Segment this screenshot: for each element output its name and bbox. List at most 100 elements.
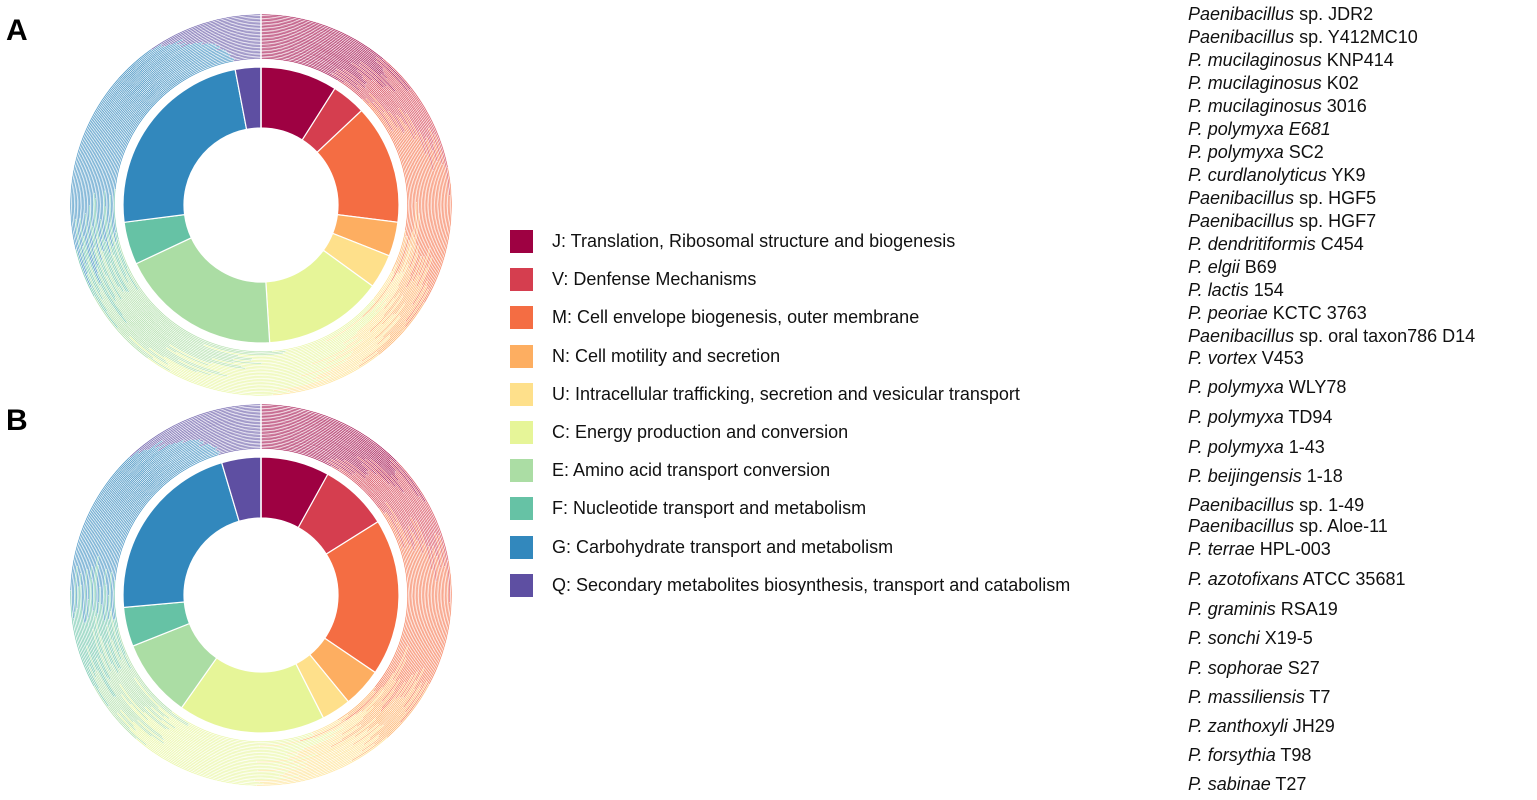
species-genus: P. elgii — [1188, 257, 1240, 277]
species-strain: T98 — [1275, 745, 1312, 765]
species-genus: Paenibacillus — [1188, 516, 1295, 536]
species-strain: sp. HGF5 — [1294, 188, 1377, 208]
species-item: Paenibacillus sp. Aloe-11 — [1188, 515, 1388, 537]
species-item: P. mucilaginosus K02 — [1188, 72, 1359, 94]
donut-chart-b — [70, 403, 452, 786]
species-strain: HPL-003 — [1254, 539, 1331, 559]
species-genus: P. mucilaginosus — [1188, 96, 1322, 116]
species-strain: sp. Y412MC10 — [1294, 27, 1418, 47]
species-genus: P. curdlanolyticus — [1188, 165, 1327, 185]
species-strain: RSA19 — [1275, 599, 1338, 619]
species-item: Paenibacillus sp. HGF5 — [1188, 187, 1376, 209]
species-strain: S27 — [1282, 658, 1320, 678]
species-item: P. mucilaginosus 3016 — [1188, 95, 1367, 117]
species-strain: sp. HGF7 — [1294, 211, 1377, 231]
species-item: P. lactis 154 — [1188, 279, 1284, 301]
species-strain: JH29 — [1287, 716, 1335, 736]
species-genus: P. polymyxa E681 — [1188, 119, 1331, 139]
species-strain: 3016 — [1321, 96, 1367, 116]
legend-label: C: Energy production and conversion — [552, 422, 849, 442]
species-genus: P. mucilaginosus — [1188, 73, 1322, 93]
legend-label: J: Translation, Ribosomal structure and … — [552, 231, 956, 251]
species-item: P. terrae HPL-003 — [1188, 538, 1331, 560]
species-genus: P. mucilaginosus — [1188, 50, 1322, 70]
legend-item-q: Q: Secondary metabolites biosynthesis, t… — [510, 574, 1070, 598]
species-strain: KCTC 3763 — [1267, 303, 1367, 323]
species-strain: C454 — [1315, 234, 1364, 254]
species-item: P. zanthoxyli JH29 — [1188, 715, 1335, 737]
species-item: P. graminis RSA19 — [1188, 598, 1338, 620]
species-genus: P. polymyxa — [1188, 437, 1284, 457]
inner-segment-g — [122, 461, 240, 609]
species-genus: P. beijingensis — [1188, 466, 1302, 486]
species-item: P. elgii B69 — [1188, 256, 1277, 278]
species-item: P. azotofixans ATCC 35681 — [1188, 568, 1405, 590]
legend-swatch — [510, 497, 533, 520]
species-genus: P. sonchi — [1188, 628, 1260, 648]
species-strain: V453 — [1256, 348, 1304, 368]
species-genus: Paenibacillus — [1188, 27, 1295, 47]
legend-swatch — [510, 421, 533, 444]
species-genus: P. lactis — [1188, 280, 1249, 300]
legend-swatch — [510, 268, 533, 291]
species-genus: P. graminis — [1188, 599, 1276, 619]
species-strain: T7 — [1304, 687, 1331, 707]
species-genus: P. sabinae — [1188, 774, 1271, 794]
species-genus: P. forsythia — [1188, 745, 1276, 765]
species-item: Paenibacillus sp. Y412MC10 — [1188, 26, 1418, 48]
legend-swatch — [510, 536, 533, 559]
legend-item-v: V: Denfense Mechanisms — [510, 268, 756, 292]
ring-segment-f — [113, 189, 120, 240]
legend-item-g: G: Carbohydrate transport and metabolism — [510, 536, 893, 560]
species-item: P. vortex V453 — [1188, 347, 1304, 369]
species-strain: X19-5 — [1259, 628, 1313, 648]
species-item: P. mucilaginosus KNP414 — [1188, 49, 1394, 71]
species-item: Paenibacillus sp. oral taxon786 D14 — [1188, 325, 1475, 347]
species-item: P. dendritiformis C454 — [1188, 233, 1364, 255]
species-genus: P. peoriae — [1188, 303, 1268, 323]
species-genus: P. vortex — [1188, 348, 1257, 368]
legend-swatch — [510, 345, 533, 368]
species-item: P. polymyxa TD94 — [1188, 406, 1332, 428]
species-strain: K02 — [1321, 73, 1359, 93]
panel-label-b: B — [6, 404, 28, 437]
legend-swatch — [510, 230, 533, 253]
legend-label: F: Nucleotide transport and metabolism — [552, 498, 867, 518]
legend-swatch — [510, 383, 533, 406]
legend-item-m: M: Cell envelope biogenesis, outer membr… — [510, 306, 919, 330]
species-genus: Paenibacillus — [1188, 326, 1295, 346]
species-item: P. sonchi X19-5 — [1188, 627, 1313, 649]
species-item: P. sophorae S27 — [1188, 657, 1320, 679]
species-strain: sp. oral taxon786 D14 — [1294, 326, 1476, 346]
species-genus: P. polymyxa — [1188, 407, 1284, 427]
species-strain: ATCC 35681 — [1298, 569, 1406, 589]
legend-label: M: Cell envelope biogenesis, outer membr… — [552, 307, 920, 327]
legend-item-j: J: Translation, Ribosomal structure and … — [510, 230, 955, 254]
species-genus: P. dendritiformis — [1188, 234, 1316, 254]
species-genus: P. zanthoxyli — [1188, 716, 1288, 736]
legend-item-c: C: Energy production and conversion — [510, 421, 848, 445]
species-strain: T27 — [1270, 774, 1307, 794]
species-strain: WLY78 — [1283, 377, 1347, 397]
legend-label: V: Denfense Mechanisms — [552, 269, 757, 289]
donut-chart-a — [70, 13, 452, 396]
species-genus: Paenibacillus — [1188, 188, 1295, 208]
species-item: P. polymyxa SC2 — [1188, 141, 1324, 163]
species-genus: Paenibacillus — [1188, 4, 1295, 24]
species-item: P. peoriae KCTC 3763 — [1188, 302, 1367, 324]
legend-swatch — [510, 459, 533, 482]
species-genus: P. polymyxa — [1188, 377, 1284, 397]
legend-label: U: Intracellular trafficking, secretion … — [552, 384, 1020, 404]
species-strain: YK9 — [1326, 165, 1366, 185]
species-strain: KNP414 — [1321, 50, 1394, 70]
species-genus: P. massiliensis — [1188, 687, 1305, 707]
legend-item-f: F: Nucleotide transport and metabolism — [510, 497, 866, 521]
inner-segment-g — [122, 68, 248, 223]
species-strain: sp. JDR2 — [1294, 4, 1374, 24]
species-item: P. polymyxa E681 — [1188, 118, 1331, 140]
legend-swatch — [510, 306, 533, 329]
species-genus: P. sophorae — [1188, 658, 1283, 678]
species-item: P. forsythia T98 — [1188, 744, 1311, 766]
species-strain: 1-18 — [1301, 466, 1343, 486]
species-strain: TD94 — [1283, 407, 1333, 427]
